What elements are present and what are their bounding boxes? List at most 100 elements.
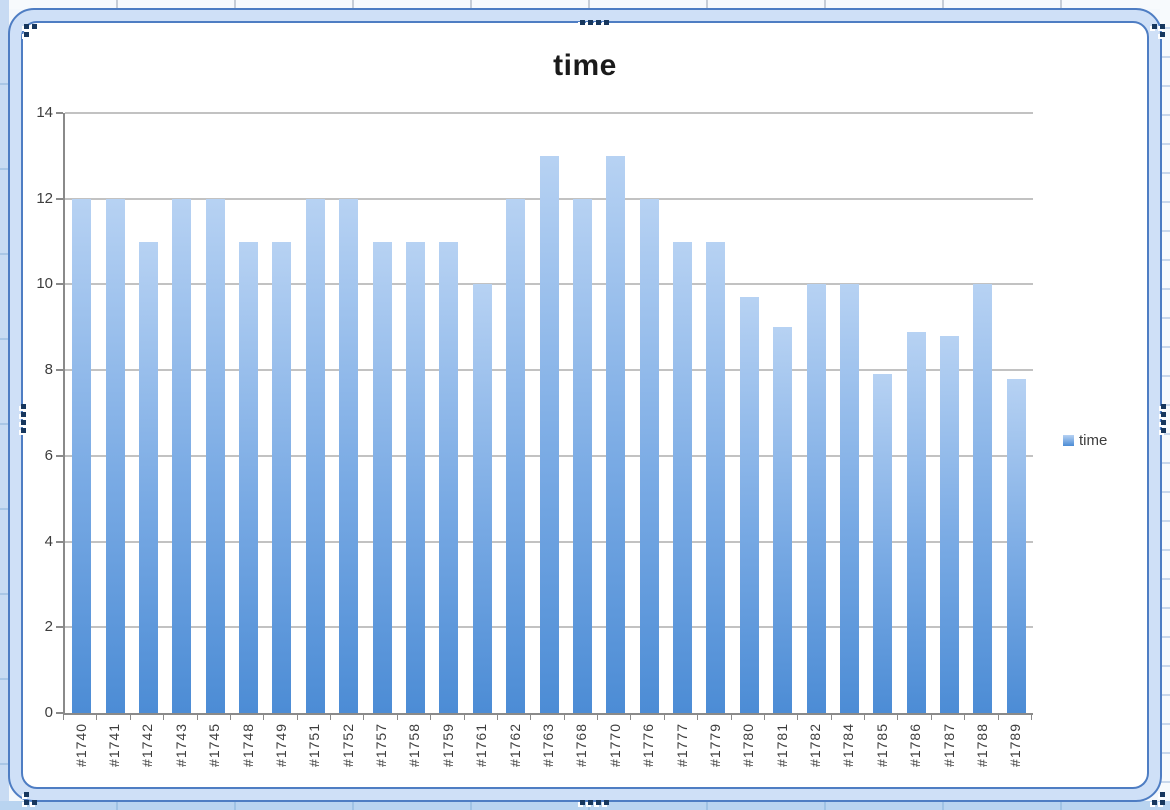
bar[interactable]: [773, 327, 793, 713]
x-axis-tick: [597, 715, 599, 720]
x-axis-tick: [997, 715, 999, 720]
x-axis-label: #1780: [740, 723, 757, 767]
x-axis-tick: [396, 715, 398, 720]
x-axis-tick: [697, 715, 699, 720]
y-axis-tick: [56, 626, 63, 629]
bar[interactable]: [506, 198, 526, 713]
y-axis-tick: [56, 712, 63, 714]
x-axis-tick: [63, 715, 64, 720]
y-axis-label: 14: [36, 104, 53, 121]
chart-title[interactable]: time: [553, 49, 617, 82]
legend[interactable]: time: [1063, 432, 1107, 449]
bar[interactable]: [372, 241, 392, 713]
x-axis-tick: [196, 715, 198, 720]
x-axis-label: #1777: [673, 723, 690, 767]
y-axis-label: 2: [44, 618, 53, 636]
x-axis-label: #1770: [606, 723, 623, 767]
x-axis-tick: [263, 715, 265, 720]
x-axis-tick: [530, 715, 532, 720]
x-axis-label: #1789: [1007, 723, 1024, 767]
x-axis-label: #1786: [907, 723, 924, 767]
chart-object-frame[interactable]: time 0 2 4 6 8 10 12 14 #1740 #1741 #1742 #1743 #174…: [8, 8, 1166, 805]
bar[interactable]: [72, 198, 92, 713]
resize-handle-top[interactable]: [580, 20, 609, 25]
legend-swatch-icon: [1063, 435, 1074, 446]
x-axis-label: #1784: [840, 723, 857, 767]
bar[interactable]: [806, 284, 826, 713]
x-axis-tick: [430, 715, 432, 720]
spreadsheet-cells-left[interactable]: [0, 0, 9, 810]
x-axis-tick: [630, 715, 632, 720]
resize-handle-bottom[interactable]: [580, 800, 609, 805]
chart-area[interactable]: time 0 2 4 6 8 10 12 14 #1740 #1741 #1742 #1743 #174…: [21, 21, 1149, 789]
y-axis-label: 8: [44, 361, 53, 379]
x-axis-tick: [229, 715, 231, 720]
bar[interactable]: [138, 241, 158, 713]
x-axis-label: #1782: [807, 723, 824, 767]
y-axis-label: 6: [44, 446, 53, 464]
x-axis-label: #1758: [406, 723, 423, 767]
x-axis-label: #1788: [973, 723, 990, 767]
bar[interactable]: [472, 284, 492, 713]
bar[interactable]: [105, 198, 125, 713]
x-axis-tick: [496, 715, 498, 720]
bar[interactable]: [205, 198, 225, 713]
resize-handle-top-left[interactable]: [24, 24, 37, 37]
y-axis-tick: [56, 197, 63, 200]
bar[interactable]: [706, 241, 726, 713]
bar[interactable]: [405, 241, 425, 713]
x-axis-tick: [463, 715, 465, 720]
x-axis-tick: [964, 715, 966, 720]
x-axis-tick: [663, 715, 665, 720]
x-axis-tick: [763, 715, 765, 720]
x-axis-tick: [330, 715, 332, 720]
bar[interactable]: [272, 241, 292, 713]
x-axis-label: #1761: [473, 723, 490, 767]
bar[interactable]: [172, 198, 192, 713]
plot-area[interactable]: [63, 112, 1033, 715]
spreadsheet-cells-top[interactable]: [0, 0, 1170, 9]
x-axis-tick: [563, 715, 565, 720]
spreadsheet-cells-bottom[interactable]: [0, 801, 1170, 810]
x-axis-label: #1751: [306, 723, 323, 767]
x-axis-tick: [96, 715, 98, 720]
bar[interactable]: [940, 335, 960, 713]
x-axis-tick: [864, 715, 866, 720]
bar[interactable]: [1006, 378, 1026, 713]
resize-handle-bottom-right[interactable]: [1152, 792, 1165, 805]
x-axis-tick: [163, 715, 165, 720]
bar[interactable]: [539, 155, 559, 713]
legend-label: time: [1079, 432, 1108, 449]
bar[interactable]: [839, 284, 859, 713]
x-axis-label: #1785: [873, 723, 890, 767]
bar[interactable]: [305, 198, 325, 713]
bar[interactable]: [906, 331, 926, 713]
x-axis-label: #1745: [206, 723, 223, 767]
x-axis-label: #1762: [506, 723, 523, 767]
bar[interactable]: [239, 241, 259, 713]
x-axis-label: #1752: [339, 723, 356, 767]
y-axis-tick: [56, 540, 63, 543]
bar[interactable]: [572, 198, 592, 713]
x-axis-tick: [363, 715, 365, 720]
resize-handle-bottom-left[interactable]: [24, 792, 37, 805]
bar[interactable]: [739, 297, 759, 713]
bar[interactable]: [439, 241, 459, 713]
bar[interactable]: [673, 241, 693, 713]
resize-handle-top-right[interactable]: [1152, 24, 1165, 37]
y-axis-label: 10: [36, 275, 53, 293]
x-axis-label: #1740: [72, 723, 89, 767]
x-axis-tick: [1031, 715, 1032, 720]
bar[interactable]: [339, 198, 359, 713]
resize-handle-left[interactable]: [21, 404, 26, 433]
bar[interactable]: [606, 155, 626, 713]
x-axis-tick: [830, 715, 832, 720]
bar[interactable]: [873, 374, 893, 713]
x-axis-tick: [730, 715, 732, 720]
resize-handle-right[interactable]: [1161, 404, 1166, 433]
y-axis-label: 4: [44, 532, 53, 550]
y-axis-tick: [56, 112, 63, 114]
bar[interactable]: [973, 284, 993, 713]
bar[interactable]: [639, 198, 659, 713]
